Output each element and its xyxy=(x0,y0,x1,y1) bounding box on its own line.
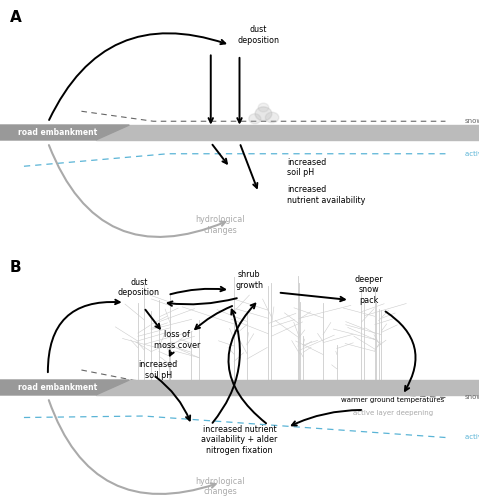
Text: increased
soil pH: increased soil pH xyxy=(138,360,178,380)
Text: hydrological
changes: hydrological changes xyxy=(195,476,245,496)
Text: hydrological
changes: hydrological changes xyxy=(195,216,245,234)
Text: snowpack: snowpack xyxy=(465,394,479,400)
Text: active layer deepening: active layer deepening xyxy=(353,410,433,416)
Text: increased
soil pH: increased soil pH xyxy=(287,158,327,177)
Ellipse shape xyxy=(265,112,279,122)
Text: warmer ground temperatures: warmer ground temperatures xyxy=(341,397,445,403)
Ellipse shape xyxy=(258,103,269,112)
Text: dust
deposition: dust deposition xyxy=(238,26,280,44)
Text: A: A xyxy=(10,10,22,25)
Text: increased
nutrient availability: increased nutrient availability xyxy=(287,186,366,204)
Text: road embankment: road embankment xyxy=(18,128,97,137)
Ellipse shape xyxy=(255,107,272,120)
Text: loss of
moss cover: loss of moss cover xyxy=(154,330,200,349)
Text: dust
deposition: dust deposition xyxy=(118,278,160,297)
Polygon shape xyxy=(0,380,129,395)
Text: B: B xyxy=(10,260,21,275)
Text: deeper
snow
pack: deeper snow pack xyxy=(354,275,383,305)
Text: active layer: active layer xyxy=(465,151,479,157)
Text: active layer: active layer xyxy=(465,434,479,440)
Polygon shape xyxy=(96,380,479,395)
Polygon shape xyxy=(0,125,129,140)
Text: road embankment: road embankment xyxy=(18,383,97,392)
Text: snowpack: snowpack xyxy=(465,118,479,124)
Polygon shape xyxy=(96,125,479,140)
Text: increased nutrient
availability + alder
nitrogen fixation: increased nutrient availability + alder … xyxy=(201,425,278,455)
Text: shrub
growth: shrub growth xyxy=(235,270,263,289)
Ellipse shape xyxy=(249,114,261,124)
